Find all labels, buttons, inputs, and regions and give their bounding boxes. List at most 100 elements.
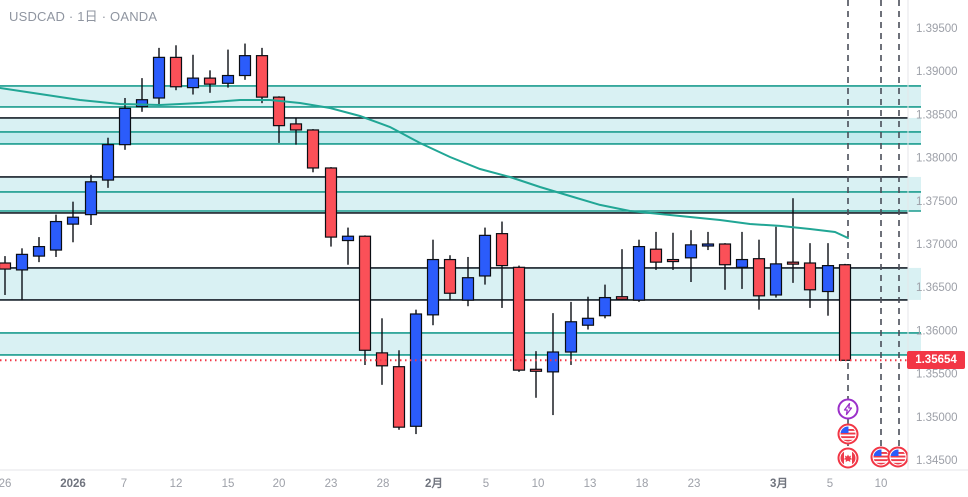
candle[interactable] — [289, 117, 303, 145]
candle[interactable] — [769, 226, 783, 298]
candle[interactable] — [666, 232, 680, 270]
candle-body — [272, 96, 286, 127]
candle-body — [684, 244, 698, 259]
candle[interactable] — [426, 239, 440, 326]
time-axis-label: 10 — [875, 478, 888, 490]
candle-body — [409, 313, 423, 427]
candle[interactable] — [495, 221, 509, 308]
time-axis[interactable]: 26 2026 7 12 15 20 23 28 2月 5 10 13 18 23 3月 5 10 — [0, 477, 887, 490]
candle[interactable] — [341, 227, 355, 265]
candle-body — [581, 317, 595, 326]
candle-body — [186, 77, 200, 89]
candle-body — [306, 129, 320, 169]
candle[interactable] — [84, 174, 98, 225]
price-axis-label: 1.38500 — [916, 109, 958, 121]
candle-body — [358, 235, 372, 351]
candle[interactable] — [546, 313, 560, 416]
candle[interactable] — [443, 255, 457, 301]
candle[interactable] — [632, 239, 646, 302]
candle-body — [769, 263, 783, 296]
candle[interactable] — [392, 350, 406, 430]
candle-body — [478, 234, 492, 277]
candle-body — [289, 123, 303, 131]
symbol-title[interactable]: USDCAD · 1日 · OANDA — [9, 9, 158, 24]
time-axis-label: 15 — [222, 478, 235, 490]
candle-body — [443, 258, 457, 294]
price-axis-label: 1.35500 — [916, 369, 958, 381]
candle[interactable] — [169, 45, 183, 91]
event-icon-us-flag[interactable] — [887, 446, 909, 468]
candle[interactable] — [735, 231, 749, 289]
candle[interactable] — [221, 49, 235, 88]
candle-body — [169, 56, 183, 88]
candle[interactable] — [238, 43, 252, 80]
candle[interactable] — [478, 227, 492, 285]
candle-body — [49, 220, 63, 251]
candle[interactable] — [564, 301, 578, 365]
candle-body — [735, 258, 749, 268]
candle-body — [341, 235, 355, 242]
candle[interactable] — [752, 239, 766, 310]
price-axis-label: 1.38000 — [916, 153, 958, 165]
candle[interactable] — [684, 230, 698, 283]
candle[interactable] — [186, 54, 200, 95]
price-axis-label: 1.36500 — [916, 282, 958, 294]
candle[interactable] — [32, 237, 46, 263]
candle[interactable] — [581, 296, 595, 330]
candle[interactable] — [49, 214, 63, 257]
candle[interactable] — [512, 265, 526, 372]
candle-body — [821, 265, 835, 293]
candle[interactable] — [255, 47, 269, 104]
time-axis-label: 13 — [584, 478, 597, 490]
candle[interactable] — [461, 256, 475, 307]
candle[interactable] — [358, 235, 372, 365]
maple-leaf — [843, 454, 853, 463]
us-flag — [873, 449, 889, 465]
candle-body — [238, 55, 252, 77]
price-zone-overlay — [0, 131, 921, 144]
time-axis-label: 26 — [0, 478, 11, 490]
candle[interactable] — [786, 198, 800, 283]
candle[interactable] — [203, 70, 217, 93]
candle-body — [752, 258, 766, 297]
candle[interactable] — [324, 167, 338, 247]
event-icon-us-flag[interactable] — [870, 446, 892, 468]
candle-body — [255, 55, 269, 98]
time-axis-label: 7 — [121, 478, 127, 490]
event-icon-ca-flag[interactable] — [837, 447, 859, 469]
candle[interactable] — [701, 231, 715, 251]
candle[interactable] — [66, 201, 80, 243]
price-axis[interactable]: 1.39500 1.39000 1.38500 1.38000 1.37500 1.370… — [916, 23, 958, 467]
candle[interactable] — [101, 137, 115, 188]
candle[interactable] — [306, 129, 320, 173]
candle-body — [803, 262, 817, 291]
candle[interactable] — [821, 243, 835, 316]
candle[interactable] — [649, 231, 663, 270]
candle-body — [718, 243, 732, 266]
candle[interactable] — [803, 243, 817, 308]
event-icon-us-flag[interactable] — [837, 423, 859, 445]
candle[interactable] — [135, 78, 149, 112]
candle[interactable] — [838, 263, 852, 361]
candle[interactable] — [118, 97, 132, 150]
time-axis-label: 2月 — [425, 477, 443, 490]
time-axis-label: 12 — [170, 478, 183, 490]
candle[interactable] — [598, 284, 612, 319]
candle[interactable] — [15, 248, 29, 301]
candle[interactable] — [615, 249, 629, 301]
last-price-badge: 1.35654 — [907, 351, 965, 369]
candle[interactable] — [152, 47, 166, 105]
price-axis-label: 1.37000 — [916, 239, 958, 251]
time-axis-label: 5 — [483, 478, 489, 490]
candle[interactable] — [529, 351, 543, 398]
candle-body — [529, 368, 543, 372]
candle-body — [512, 266, 526, 371]
candle[interactable] — [409, 309, 423, 435]
candle[interactable] — [0, 256, 12, 295]
candle[interactable] — [718, 243, 732, 290]
event-icon-lightning[interactable] — [837, 398, 859, 420]
candle[interactable] — [272, 96, 286, 143]
ca-flag — [840, 450, 856, 466]
candle-body — [66, 216, 80, 225]
